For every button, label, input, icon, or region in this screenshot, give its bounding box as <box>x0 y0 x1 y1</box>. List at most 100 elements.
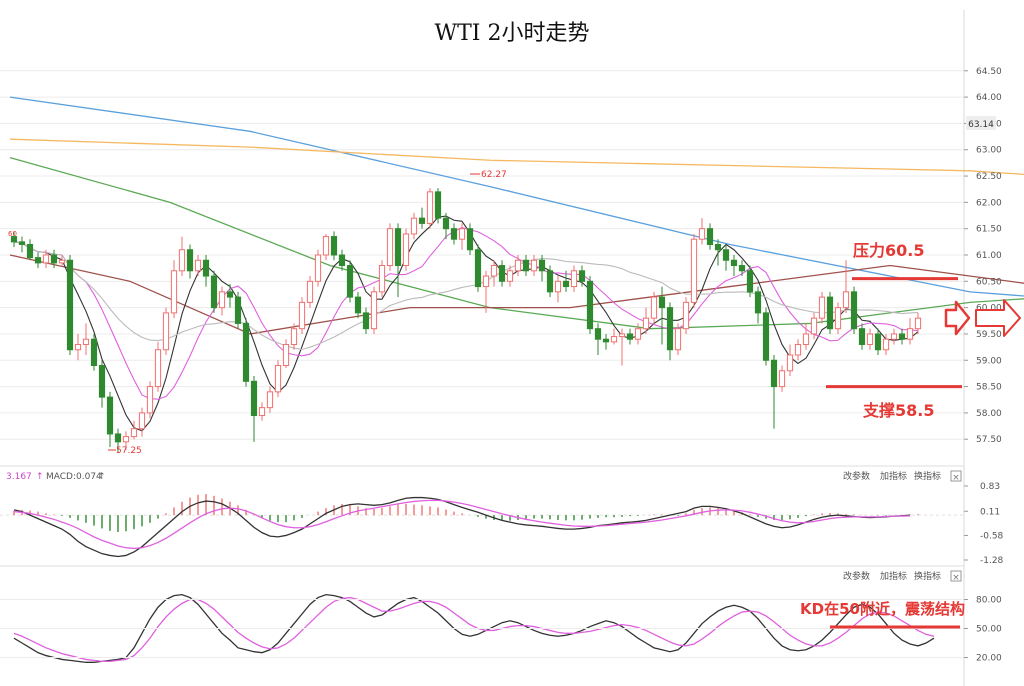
candle <box>426 188 434 229</box>
candle-body <box>138 412 146 430</box>
candle <box>50 249 58 269</box>
candle-body <box>770 359 778 388</box>
candle <box>378 260 386 298</box>
candle <box>866 328 874 350</box>
candle-body <box>610 336 618 343</box>
candle <box>858 323 866 350</box>
macd-tick-label: 0.11 <box>980 507 1000 517</box>
candle-body <box>666 307 674 351</box>
kd-switch-indicator-button[interactable]: 换指标 <box>914 570 941 582</box>
candle <box>530 255 538 277</box>
candle <box>810 312 818 340</box>
kd-close-icon: × <box>952 573 960 583</box>
macd-dea-line <box>13 499 911 550</box>
ma-short-line <box>13 227 919 400</box>
candle <box>114 428 122 453</box>
candle <box>586 276 594 334</box>
candle <box>346 260 354 303</box>
kd-tick-label: 20.00 <box>976 654 1002 664</box>
candle-body <box>498 265 506 282</box>
candle <box>722 244 730 271</box>
kd-note: KD在50附近，震荡结构 <box>800 600 965 618</box>
candle <box>762 307 770 366</box>
candle <box>154 341 162 392</box>
candle <box>74 333 82 361</box>
candle-body <box>802 333 810 345</box>
kd-add-indicator-button[interactable]: 加指标 <box>880 570 907 582</box>
candle-body <box>266 391 274 409</box>
candle <box>906 318 914 345</box>
candle <box>258 402 266 421</box>
candle <box>578 265 586 287</box>
kd-modify-params-button[interactable]: 改参数 <box>843 570 870 582</box>
kd-tick-label: 80.00 <box>976 596 1002 606</box>
candle <box>602 333 610 350</box>
candle-body <box>490 265 498 277</box>
macd-add-indicator-button[interactable]: 加指标 <box>880 470 907 482</box>
macd-indicator <box>0 494 964 558</box>
candle <box>170 260 178 319</box>
candle <box>202 255 210 287</box>
candle-body <box>618 333 626 338</box>
candle-body <box>842 291 850 309</box>
candle-body <box>458 228 466 240</box>
kd-close-button[interactable] <box>950 570 962 582</box>
candle-body <box>850 291 858 330</box>
candle <box>914 312 922 334</box>
candle-body <box>26 243 34 259</box>
resistance-label: 压力60.5 <box>853 241 924 260</box>
candle <box>338 249 346 271</box>
support-label: 支撑58.5 <box>862 401 934 420</box>
kd-indicator <box>13 594 935 663</box>
candle <box>82 323 90 355</box>
candle-body <box>514 259 522 272</box>
candle-body <box>282 343 290 367</box>
price-tick-label: 58.00 <box>976 409 1002 419</box>
candle <box>690 233 698 308</box>
candle-body <box>154 349 162 388</box>
price-tick-label: 63.00 <box>976 146 1002 156</box>
candle-body <box>866 333 874 345</box>
macd-switch-indicator-button[interactable]: 换指标 <box>914 470 941 482</box>
candle-body <box>314 254 322 282</box>
candle-body <box>538 259 546 272</box>
candle-body <box>210 275 218 309</box>
candle-body <box>234 296 242 324</box>
macd-axis-ticks: 0.83 0.11 -0.58 -1.28 <box>964 482 1004 566</box>
candle-body <box>634 328 642 340</box>
candle-body <box>586 280 594 330</box>
candle <box>250 376 258 442</box>
chart-title: WTI 2小时走势 <box>435 21 590 46</box>
macd-header-value: 3.167 <box>6 472 32 482</box>
candle-body <box>730 259 738 267</box>
candle <box>10 231 18 248</box>
candle <box>482 270 490 313</box>
candle <box>266 386 274 413</box>
price-tick-label: 57.50 <box>976 435 1002 445</box>
candle-body <box>242 322 250 382</box>
macd-modify-params-button[interactable]: 改参数 <box>843 470 870 482</box>
candle-body <box>354 296 362 314</box>
candle <box>794 339 802 361</box>
candle <box>106 391 114 448</box>
candle-body <box>482 275 490 288</box>
candle-body <box>162 312 170 351</box>
candle-body <box>130 428 138 438</box>
candle <box>554 276 562 303</box>
candle <box>186 244 194 279</box>
candle-body <box>434 191 442 219</box>
candle <box>786 344 794 377</box>
candle-body <box>642 317 650 330</box>
candle <box>850 286 858 334</box>
candle <box>698 218 706 245</box>
candle-body <box>658 296 666 309</box>
candle-body <box>698 228 706 240</box>
candle <box>354 291 362 319</box>
candle-body <box>146 386 154 414</box>
candle <box>594 323 602 355</box>
macd-close-button[interactable] <box>950 470 962 482</box>
candle-body <box>898 333 906 340</box>
candle-body <box>330 236 338 256</box>
candle <box>194 255 202 277</box>
